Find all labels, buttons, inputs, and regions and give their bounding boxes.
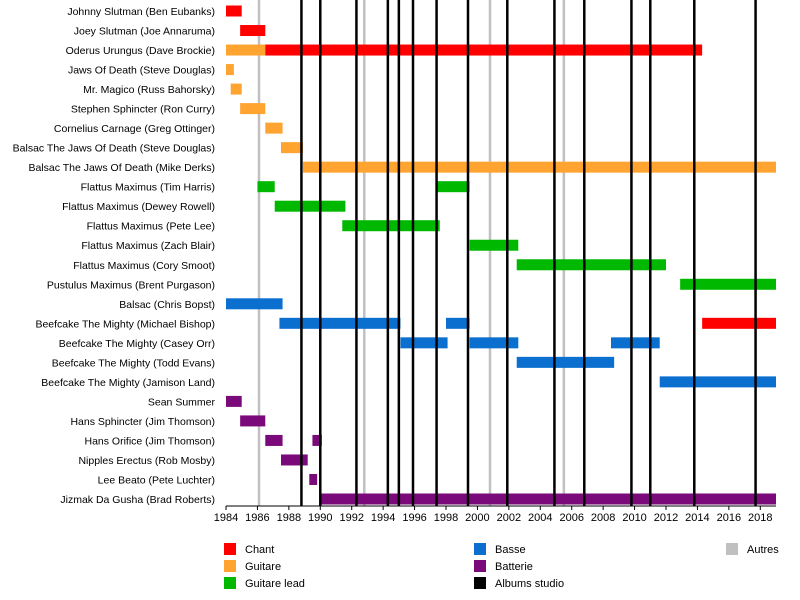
x-tick-label-2012: 2012: [654, 512, 678, 524]
bar-guitare-4: [226, 64, 234, 76]
member-label-17: Beefcake The Mighty (Casey Orr): [59, 338, 215, 350]
bar-guitare_lead-11: [436, 181, 470, 193]
legend-label-albums: Albums studio: [495, 578, 564, 590]
bar-guitare_lead-16: [680, 278, 776, 290]
member-label-8: Balsac The Jaws Of Death (Mike Derks): [28, 162, 215, 174]
member-label-14: Pustulus Maximus (Brent Purgason): [47, 279, 215, 291]
bar-basse-18: [279, 317, 401, 329]
legend-label-batterie: Batterie: [495, 561, 533, 573]
member-label-15: Balsac (Chris Bopst): [119, 299, 215, 311]
bar-chant-20: [702, 317, 776, 329]
bar-guitare-9: [303, 161, 776, 173]
legend-swatch-batterie: [474, 560, 486, 572]
studio-album-lines: [300, 0, 757, 506]
bar-batterie-27: [240, 415, 266, 427]
legend-swatch-guitare_lead: [224, 577, 236, 589]
x-tick-label-1998: 1998: [434, 512, 458, 524]
legend: Chant Guitare Guitare lead Basse Batterie Alb…: [224, 543, 779, 590]
x-tick-label-2014: 2014: [685, 512, 709, 524]
bar-guitare-8: [281, 142, 303, 154]
bar-batterie-31: [309, 473, 318, 485]
bar-batterie-29: [312, 434, 322, 446]
legend-swatch-chant: [224, 543, 236, 555]
bar-guitare_lead-13: [342, 220, 440, 232]
legend-label-autres: Autres: [747, 544, 779, 556]
x-tick-label-1988: 1988: [277, 512, 301, 524]
bar-batterie-32: [320, 493, 776, 505]
member-label-13: Flattus Maximus (Cory Smoot): [73, 260, 215, 272]
member-label-19: Beefcake The Mighty (Jamison Land): [41, 377, 215, 389]
bar-basse-25: [659, 376, 776, 388]
x-tick-label-1986: 1986: [245, 512, 269, 524]
x-tick-label-2008: 2008: [591, 512, 615, 524]
bar-basse-21: [400, 337, 448, 349]
bar-batterie-28: [265, 434, 283, 446]
member-label-1: Joey Slutman (Joe Annaruma): [74, 26, 215, 38]
bar-chant-0: [226, 5, 242, 17]
bar-basse-17: [226, 298, 283, 310]
bar-guitare-2: [226, 44, 266, 56]
member-label-11: Flattus Maximus (Pete Lee): [87, 221, 215, 233]
member-label-3: Jaws Of Death (Steve Douglas): [68, 65, 215, 77]
member-label-18: Beefcake The Mighty (Todd Evans): [52, 357, 215, 369]
legend-swatch-albums: [474, 577, 486, 589]
member-label-24: Lee Beato (Pete Luchter): [98, 474, 215, 486]
x-axis: 1984 1986 1988 1990 1992 1994 1996 1998 2000 2002…: [214, 505, 776, 524]
x-tick-label-2010: 2010: [622, 512, 646, 524]
x-tick-label-1996: 1996: [402, 512, 426, 524]
member-label-9: Flattus Maximus (Tim Harris): [81, 182, 215, 194]
x-tick-label-1984: 1984: [214, 512, 238, 524]
x-tick-label-2006: 2006: [559, 512, 583, 524]
legend-label-chant: Chant: [245, 544, 274, 556]
legend-swatch-basse: [474, 543, 486, 555]
bar-chant-1: [240, 25, 266, 37]
x-tick-label-1994: 1994: [371, 512, 395, 524]
x-tick-label-2002: 2002: [497, 512, 521, 524]
bar-basse-19: [446, 317, 470, 329]
bar-guitare_lead-15: [516, 259, 666, 271]
member-label-4: Mr. Magico (Russ Bahorsky): [83, 84, 215, 96]
member-label-6: Cornelius Carnage (Greg Ottinger): [54, 123, 215, 135]
member-label-2: Oderus Urungus (Dave Brockie): [66, 45, 215, 57]
bar-guitare_lead-10: [257, 181, 275, 193]
member-bars: [226, 5, 776, 505]
bar-guitare-5: [230, 83, 242, 95]
legend-label-guitare: Guitare: [245, 561, 281, 573]
member-label-25: Jizmak Da Gusha (Brad Roberts): [60, 494, 215, 506]
bar-batterie-30: [281, 454, 308, 466]
bar-guitare-6: [240, 103, 266, 115]
bar-guitare_lead-12: [274, 200, 346, 212]
bar-chant-3: [265, 44, 703, 56]
legend-swatch-autres: [726, 543, 738, 555]
member-label-20: Sean Summer: [148, 396, 216, 408]
member-label-21: Hans Sphincter (Jim Thomson): [70, 416, 215, 428]
x-tick-label-2016: 2016: [717, 512, 741, 524]
member-label-5: Stephen Sphincter (Ron Curry): [71, 104, 215, 116]
member-label-16: Beefcake The Mighty (Michael Bishop): [35, 318, 215, 330]
bar-basse-23: [611, 337, 660, 349]
other-release-lines: [257, 0, 566, 506]
x-tick-label-1992: 1992: [339, 512, 363, 524]
legend-label-basse: Basse: [495, 544, 526, 556]
x-tick-label-2004: 2004: [528, 512, 552, 524]
member-label-23: Nipples Erectus (Rob Mosby): [78, 455, 215, 467]
member-label-10: Flattus Maximus (Dewey Rowell): [62, 201, 215, 213]
x-tick-label-2000: 2000: [465, 512, 489, 524]
member-label-12: Flattus Maximus (Zach Blair): [81, 240, 215, 252]
member-label-22: Hans Orifice (Jim Thomson): [84, 435, 215, 447]
legend-swatch-guitare: [224, 560, 236, 572]
bar-basse-24: [516, 356, 615, 368]
bar-guitare_lead-14: [469, 239, 519, 251]
legend-label-guitare_lead: Guitare lead: [245, 578, 305, 590]
x-tick-label-2018: 2018: [748, 512, 772, 524]
member-label-7: Balsac The Jaws Of Death (Steve Douglas): [13, 143, 215, 155]
bar-batterie-26: [226, 395, 242, 407]
member-label-0: Johnny Slutman (Ben Eubanks): [67, 6, 215, 18]
x-tick-label-1990: 1990: [308, 512, 332, 524]
bar-guitare-7: [265, 122, 283, 134]
bar-basse-22: [469, 337, 519, 349]
member-labels: Johnny Slutman (Ben Eubanks) Joey Slutman…: [13, 6, 216, 506]
